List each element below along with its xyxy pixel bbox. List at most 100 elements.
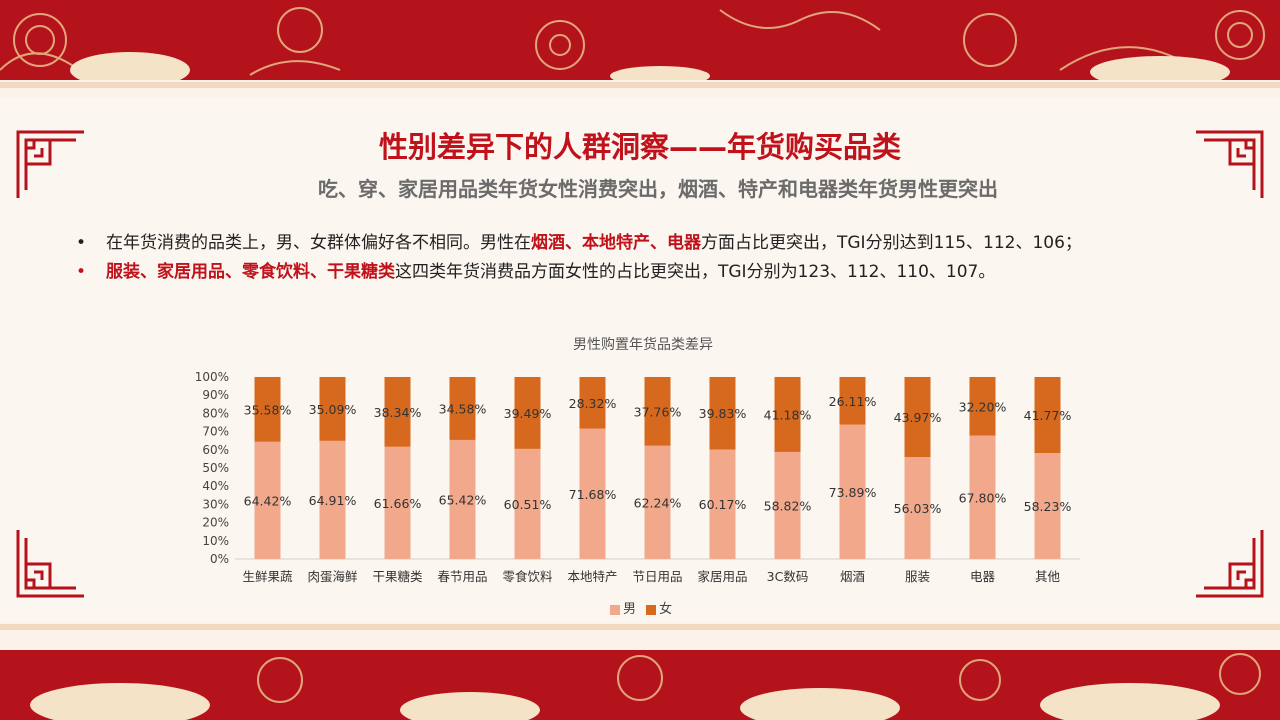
data-label: 71.68% (569, 487, 617, 502)
x-tick-label: 其他 (1035, 569, 1061, 584)
legend-label-female: 女 (659, 602, 673, 617)
bar-male (904, 457, 931, 559)
legend-item-male: 男 (610, 602, 636, 617)
insight-text: 这四类年货消费品方面女性的占比更突出，TGI分别为123、112、110、107… (395, 262, 996, 282)
data-label: 37.76% (634, 404, 682, 419)
y-tick-label: 80% (202, 406, 229, 420)
corner-ornament-top-left (16, 130, 84, 198)
data-label: 64.42% (244, 493, 292, 508)
page-title: 性别差异下的人群洞察——年货购买品类 (378, 130, 901, 164)
data-label: 67.80% (959, 490, 1007, 505)
data-label: 39.83% (699, 406, 747, 421)
bar-female (904, 377, 931, 458)
insight-list: • 在年货消费的品类上，男、女群体偏好各不相同。男性在烟酒、本地特产、电器方面占… (76, 230, 1216, 286)
cloud-peony-pattern (30, 653, 1261, 720)
bar-male (579, 428, 606, 559)
data-label: 38.34% (374, 405, 422, 420)
bar-male (254, 441, 281, 559)
chart-title: 男性购置年货品类差异 (573, 337, 713, 353)
insight-item: • 在年货消费的品类上，男、女群体偏好各不相同。男性在烟酒、本地特产、电器方面占… (76, 230, 1216, 257)
insight-item: • 服装、家居用品、零食饮料、干果糖类这四类年货消费品方面女性的占比更突出，TG… (76, 259, 1216, 286)
data-label: 34.58% (439, 401, 487, 416)
x-tick-label: 3C数码 (767, 569, 809, 584)
data-label: 60.17% (699, 497, 747, 512)
chart-legend: 男 女 (610, 598, 678, 617)
y-tick-label: 40% (202, 479, 229, 493)
bar-male (709, 449, 736, 559)
bar-male (839, 424, 866, 559)
y-tick-label: 60% (202, 443, 229, 457)
legend-swatch-male (610, 604, 620, 615)
top-divider (0, 82, 1280, 88)
insight-text: 在年货消费的品类上，男、女群体偏好各不相同。男性在 (106, 233, 531, 253)
corner-ornament-top-right (1196, 130, 1264, 198)
y-tick-label: 70% (202, 425, 229, 439)
x-tick-label: 电器 (970, 569, 996, 584)
legend-item-female: 女 (646, 602, 672, 617)
data-label: 26.11% (829, 394, 877, 409)
bar-female (839, 377, 866, 425)
data-label: 56.03% (894, 501, 942, 516)
legend-label-male: 男 (623, 602, 637, 617)
y-tick-label: 90% (202, 388, 229, 402)
top-decor-band (0, 0, 1280, 80)
insight-highlight: 服装、家居用品、零食饮料、干果糖类 (106, 262, 395, 282)
y-tick-label: 30% (202, 497, 229, 511)
bar-male (774, 451, 801, 559)
data-label: 43.97% (894, 410, 942, 425)
bar-female (514, 377, 541, 449)
bar-female (1034, 377, 1061, 454)
data-label: 35.09% (309, 402, 357, 417)
x-tick-label: 家居用品 (697, 569, 747, 584)
y-tick-label: 0% (210, 552, 229, 566)
data-label: 60.51% (504, 497, 552, 512)
bar-female (449, 377, 476, 440)
data-label: 73.89% (829, 485, 877, 500)
data-label: 39.49% (504, 406, 552, 421)
x-tick-label: 本地特产 (567, 569, 617, 584)
bar-male (514, 448, 541, 559)
data-label: 61.66% (374, 496, 422, 511)
y-tick-label: 50% (202, 461, 229, 475)
bar-male (1034, 453, 1061, 559)
x-tick-label: 肉蛋海鲜 (307, 569, 357, 584)
insight-highlight: 烟酒、本地特产、电器 (531, 233, 701, 253)
bar-male (449, 439, 476, 559)
x-tick-label: 生鲜果蔬 (242, 569, 293, 584)
data-label: 65.42% (439, 492, 487, 507)
bar-female (384, 377, 411, 447)
x-tick-label: 节日用品 (632, 569, 682, 584)
bar-female (969, 377, 996, 436)
data-label: 58.82% (764, 498, 812, 513)
content-panel (0, 98, 1280, 622)
bar-female (774, 377, 801, 452)
bullet-marker: • (76, 233, 87, 253)
y-tick-label: 20% (202, 516, 229, 530)
x-tick-label: 零食饮料 (502, 569, 553, 584)
data-label: 62.24% (634, 495, 682, 510)
data-label: 28.32% (569, 396, 617, 411)
bar-female (709, 377, 736, 450)
data-label: 32.20% (959, 399, 1007, 414)
bar-male (319, 440, 346, 559)
data-label: 58.23% (1024, 499, 1072, 514)
y-tick-label: 10% (202, 534, 229, 548)
bar-female (254, 377, 281, 442)
bullet-marker: • (76, 262, 87, 282)
x-tick-label: 春节用品 (437, 569, 487, 584)
bottom-divider (0, 624, 1280, 630)
legend-swatch-female (646, 604, 657, 615)
data-label: 41.18% (764, 407, 812, 422)
x-tick-label: 服装 (905, 569, 930, 584)
cloud-peony-pattern (0, 7, 1265, 80)
bottom-decor-band (0, 650, 1280, 720)
bar-female (644, 377, 671, 446)
bar-female (579, 377, 606, 429)
x-tick-label: 烟酒 (840, 569, 865, 584)
corner-ornament-bottom-right (1196, 530, 1264, 598)
insight-text: 方面占比更突出，TGI分别达到115、112、106； (701, 233, 1082, 253)
data-label: 35.58% (244, 402, 292, 417)
data-label: 64.91% (309, 493, 357, 508)
corner-ornament-bottom-left (16, 530, 84, 598)
